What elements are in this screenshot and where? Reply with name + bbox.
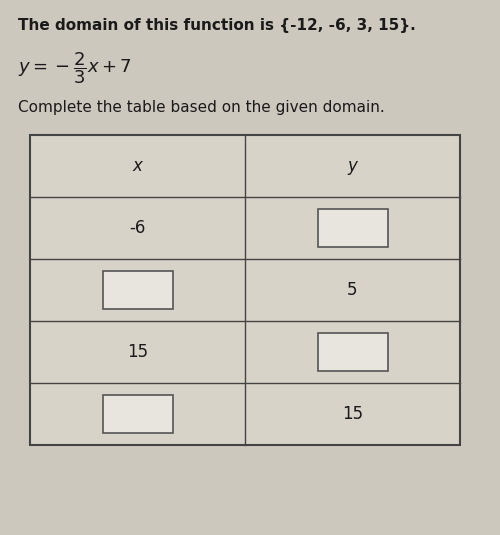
Text: y: y [348,157,358,175]
Text: The domain of this function is {-12, -6, 3, 15}.: The domain of this function is {-12, -6,… [18,18,416,33]
Text: 15: 15 [342,405,363,423]
Text: 5: 5 [347,281,358,299]
Text: 15: 15 [127,343,148,361]
Bar [318,209,388,247]
Bar [30,135,460,445]
Text: $y = -\dfrac{2}{3}x + 7$: $y = -\dfrac{2}{3}x + 7$ [18,50,132,86]
Text: x: x [132,157,142,175]
Bar [102,271,172,309]
Bar [102,395,172,433]
Bar [30,135,460,445]
Text: -6: -6 [130,219,146,237]
Bar [318,333,388,371]
Text: Complete the table based on the given domain.: Complete the table based on the given do… [18,100,385,115]
